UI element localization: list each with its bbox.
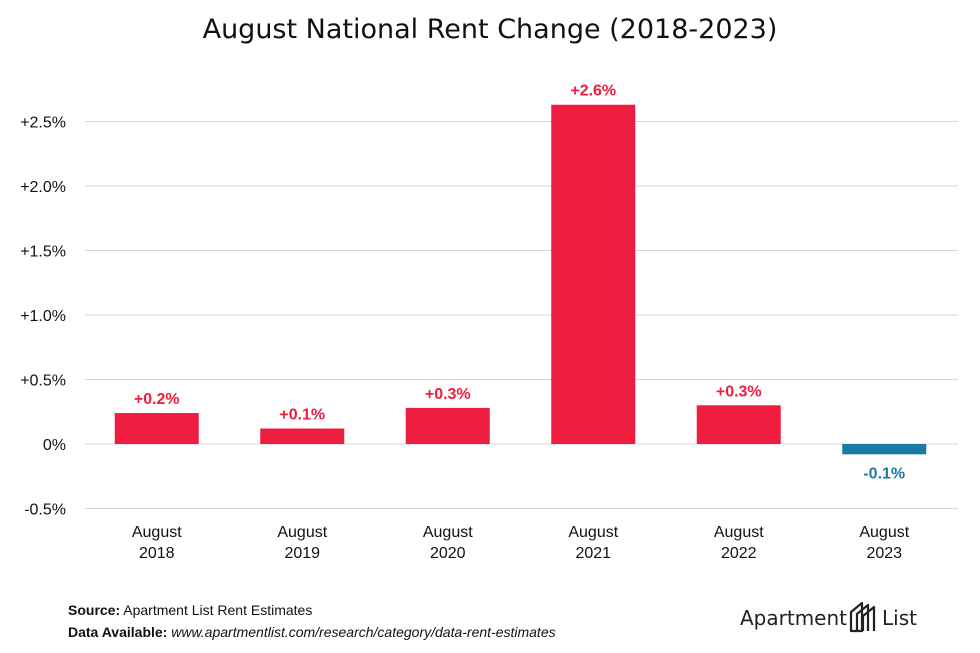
x-tick-label: August: [277, 524, 327, 541]
data-label: +0.2%: [134, 391, 180, 408]
y-tick-label: +2.0%: [20, 179, 66, 196]
x-axis-tick-labels: August 2018 August 2019 August 2020 August 2021…: [132, 524, 910, 562]
y-tick-label: +2.5%: [20, 115, 66, 132]
bar: [114, 413, 199, 444]
data-label: -0.1%: [863, 465, 905, 482]
data-available-url[interactable]: www.apartmentlist.com/research/category/…: [171, 624, 556, 640]
data-label: +0.1%: [279, 407, 325, 424]
bar: [405, 407, 490, 444]
logo-text-apartment: Apartment: [740, 606, 848, 630]
x-tick-label: 2018: [139, 545, 175, 562]
x-tick-label: August: [714, 524, 764, 541]
x-tick-label: 2023: [866, 545, 902, 562]
apartment-list-building-icon: [849, 601, 876, 633]
y-tick-label: +0.5%: [20, 373, 66, 390]
data-label: +2.6%: [570, 83, 616, 100]
y-tick-label: 0%: [43, 437, 66, 454]
apartment-list-logo: Apartment List: [740, 598, 940, 638]
x-tick-label: 2021: [575, 545, 611, 562]
x-tick-label: August: [568, 524, 618, 541]
y-tick-label: -0.5%: [24, 502, 66, 519]
gridlines: [85, 121, 958, 509]
source-text: Apartment List Rent Estimates: [123, 602, 313, 618]
bar: [551, 104, 636, 444]
x-tick-label: August: [859, 524, 909, 541]
chart-title: August National Rent Change (2018-2023): [202, 14, 778, 45]
data-label: +0.3%: [425, 386, 471, 403]
source-label: Source:: [68, 602, 121, 618]
bar: [696, 405, 781, 444]
logo-text-list: List: [882, 606, 917, 630]
x-tick-label: 2022: [721, 545, 757, 562]
source-note: Source: Apartment List Rent Estimates: [68, 602, 312, 618]
y-tick-label: +1.5%: [20, 244, 66, 261]
x-tick-label: 2019: [284, 545, 320, 562]
x-tick-label: 2020: [430, 545, 466, 562]
data-label: +0.3%: [716, 383, 762, 400]
data-available-label: Data Available:: [68, 624, 168, 640]
y-axis-tick-labels: -0.5% 0% +0.5% +1.0% +1.5% +2.0% +2.5%: [20, 115, 66, 519]
bar: [842, 444, 927, 455]
y-tick-label: +1.0%: [20, 308, 66, 325]
bars: [114, 104, 927, 455]
x-tick-label: August: [132, 524, 182, 541]
bar: [260, 428, 345, 444]
x-tick-label: August: [423, 524, 473, 541]
data-labels: +0.2% +0.1% +0.3% +2.6% +0.3% -0.1%: [134, 83, 905, 483]
data-available-note: Data Available: www.apartmentlist.com/re…: [68, 624, 556, 640]
